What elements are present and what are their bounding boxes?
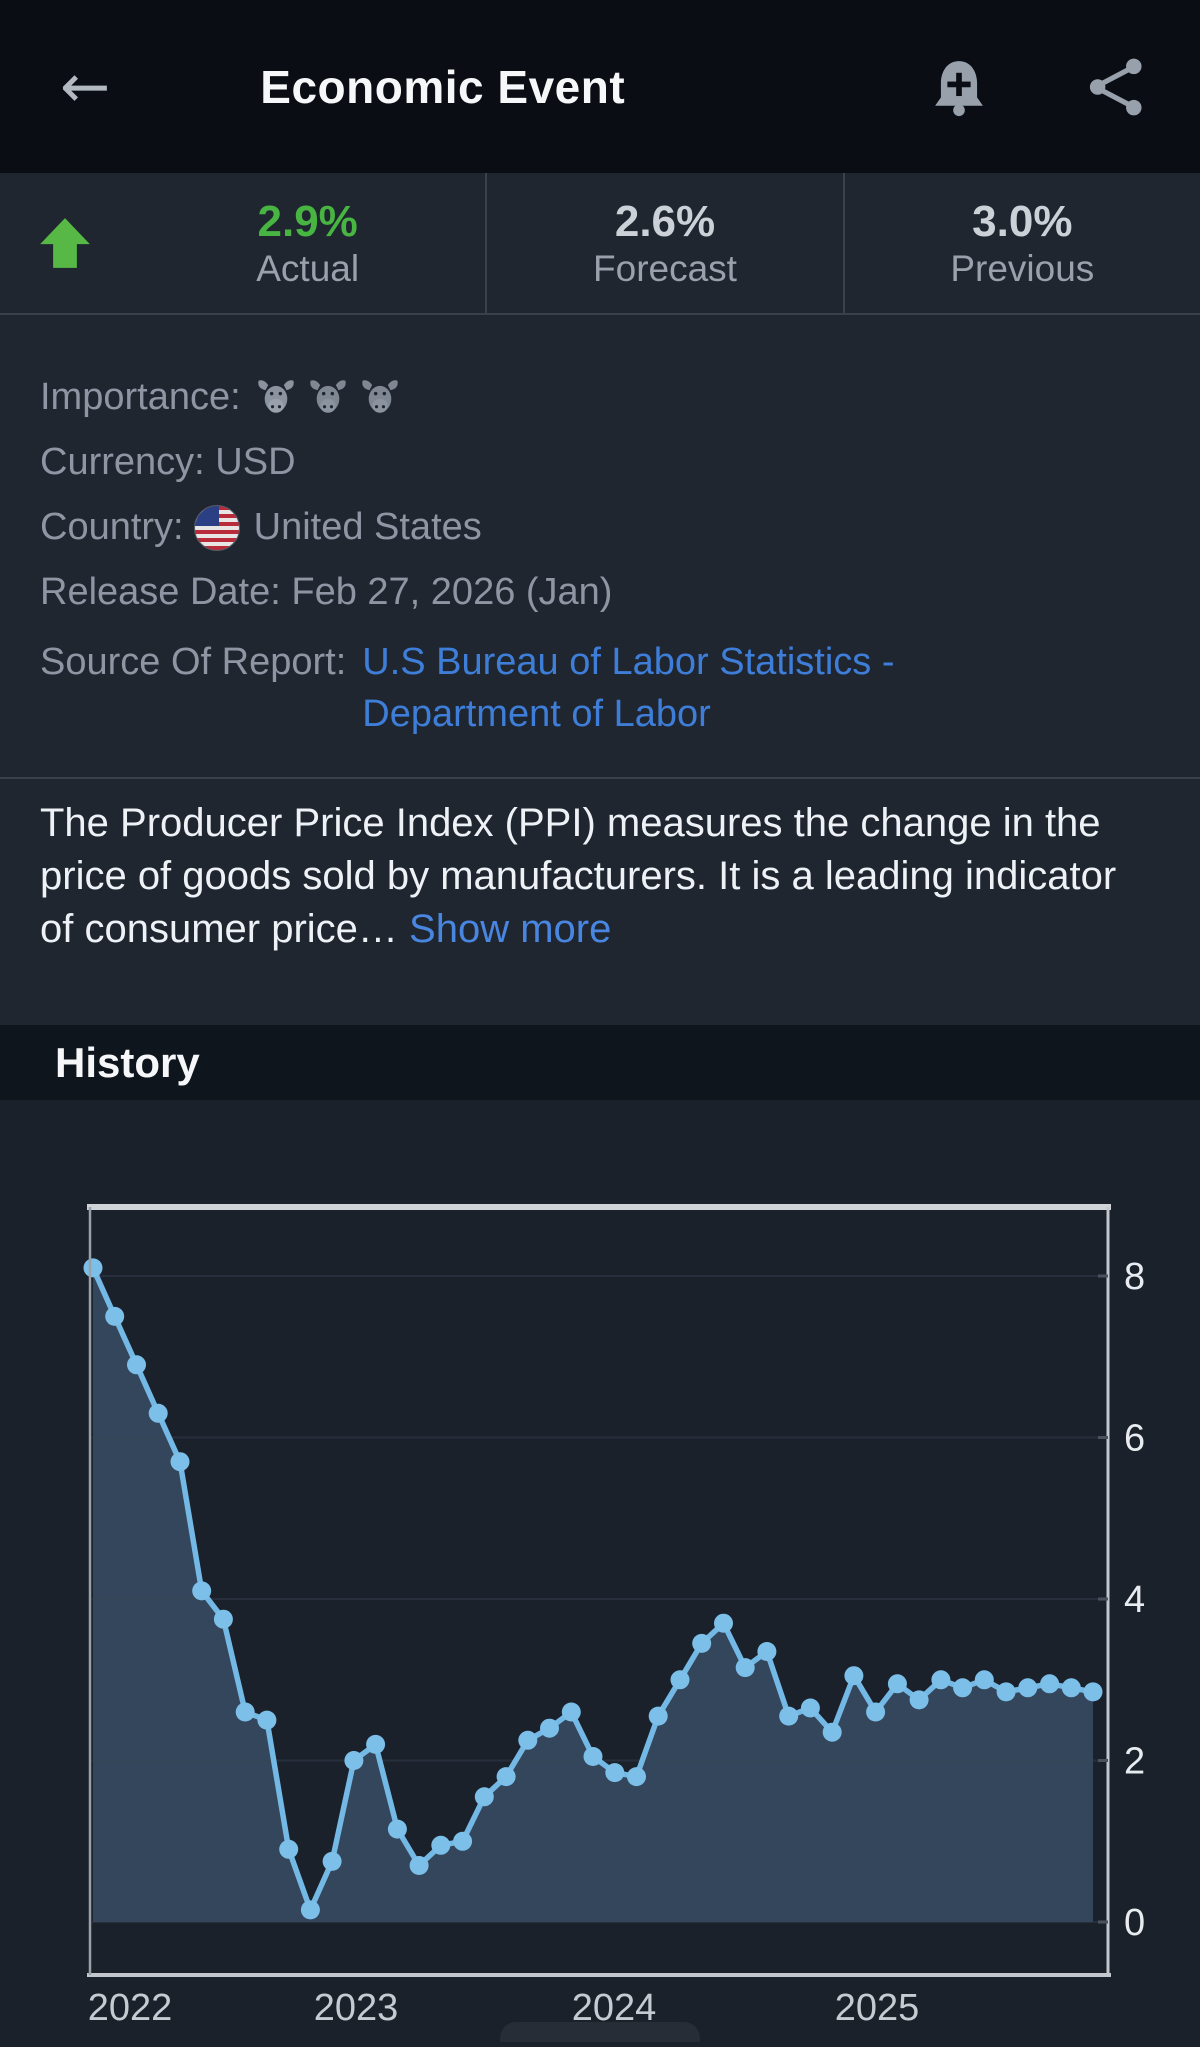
add-alert-bell-icon[interactable]	[928, 56, 990, 118]
history-title: History	[55, 1038, 200, 1086]
share-icon[interactable]	[1086, 56, 1148, 118]
event-description-section: The Producer Price Index (PPI) measures …	[0, 777, 1200, 1025]
history-header: History	[0, 1025, 1200, 1100]
event-info-section: Importance:	[0, 313, 1200, 777]
back-arrow-icon[interactable]: ←	[60, 51, 111, 122]
source-row: Source Of Report: U.S Bureau of Labor St…	[40, 631, 1160, 740]
previous-value: 3.0%	[972, 196, 1073, 246]
country-row: Country: United States	[40, 495, 1160, 560]
source-label: Source Of Report:	[40, 641, 347, 683]
svg-text:2025: 2025	[835, 1987, 920, 2029]
actual-label: Actual	[256, 247, 360, 289]
svg-text:0: 0	[1124, 1902, 1145, 1944]
svg-text:2: 2	[1124, 1741, 1145, 1783]
country-value: United States	[253, 506, 482, 548]
forecast-label: Forecast	[593, 247, 737, 289]
release-date-label: Release Date:	[40, 571, 281, 613]
importance-rating	[255, 378, 401, 418]
svg-text:4: 4	[1124, 1579, 1145, 1621]
page-title: Economic Event	[260, 60, 626, 113]
header-bar: ← Economic Event	[0, 0, 1200, 173]
stat-actual: 2.9% Actual	[130, 173, 488, 313]
event-description: The Producer Price Index (PPI) measures …	[40, 797, 1160, 956]
bull-icon	[257, 379, 294, 413]
svg-text:2022: 2022	[88, 1987, 173, 2029]
importance-label: Importance:	[40, 376, 241, 418]
release-date-row: Release Date: Feb 27, 2026 (Jan)	[40, 560, 1160, 625]
stats-row: 2.9% Actual 2.6% Forecast 3.0% Previous	[0, 173, 1200, 313]
green-up-arrow-icon	[40, 218, 90, 268]
bull-icon	[309, 379, 346, 413]
header-actions	[928, 56, 1148, 118]
us-flag-icon	[193, 504, 240, 551]
currency-row: Currency: USD	[40, 430, 1160, 495]
importance-row: Importance:	[40, 365, 1160, 430]
source-link[interactable]: U.S Bureau of Labor Statistics - Departm…	[362, 641, 895, 735]
direction-indicator	[0, 173, 130, 313]
currency-value: USD	[215, 441, 296, 483]
svg-text:8: 8	[1124, 1256, 1145, 1298]
show-more-link[interactable]: Show more	[409, 907, 612, 951]
stat-forecast: 2.6% Forecast	[487, 173, 845, 313]
previous-label: Previous	[950, 247, 1095, 289]
svg-text:2023: 2023	[314, 1987, 399, 2029]
history-chart-section: 0 2 4 6 8 2022 2023 2024 2025	[0, 1100, 1200, 2047]
country-label: Country:	[40, 506, 184, 548]
release-date-value: Feb 27, 2026 (Jan)	[291, 571, 613, 613]
stat-previous: 3.0% Previous	[845, 173, 1200, 313]
bull-icon	[361, 379, 398, 413]
svg-text:6: 6	[1124, 1418, 1145, 1460]
actual-value: 2.9%	[257, 196, 358, 246]
forecast-value: 2.6%	[614, 196, 716, 246]
currency-label: Currency:	[40, 441, 205, 483]
description-text: The Producer Price Index (PPI) measures …	[40, 801, 1117, 951]
